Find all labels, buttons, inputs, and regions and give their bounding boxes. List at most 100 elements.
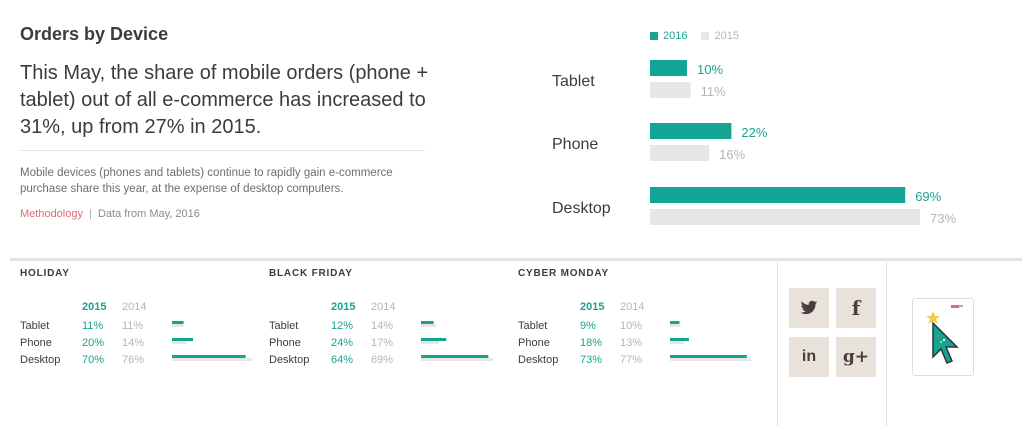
panel-title: CYBER MONDAY bbox=[518, 268, 609, 279]
data-label-2016: 22% bbox=[741, 125, 767, 140]
value-2014: 17% bbox=[371, 337, 393, 349]
bar-2016 bbox=[650, 60, 687, 76]
legend-label-2016: 2016 bbox=[663, 30, 688, 42]
mini-chart-holiday: 2015 2014 Tablet 11% 11% Phone 20% 14% Desktop 70… bbox=[20, 301, 252, 366]
facebook-button[interactable]: f bbox=[836, 288, 876, 328]
panel-holiday: HOLIDAY 2015 2014 Tablet 11% 11% Phone 20% 14% D… bbox=[20, 268, 260, 388]
legend-swatch-2015 bbox=[701, 32, 710, 40]
methodology-link[interactable]: Methodology bbox=[20, 208, 83, 220]
value-2015: 24% bbox=[331, 337, 353, 349]
value-2014: 11% bbox=[122, 320, 143, 332]
bar-2015 bbox=[421, 355, 489, 358]
legend-label-2015: 2015 bbox=[714, 30, 739, 42]
bar-2015 bbox=[650, 145, 710, 161]
value-2014: 69% bbox=[371, 354, 393, 366]
legend-item-2015: 2015 bbox=[701, 30, 739, 42]
category-label: Phone bbox=[518, 337, 550, 349]
bar-2014 bbox=[172, 324, 184, 327]
value-2014: 14% bbox=[371, 320, 393, 332]
bar-2015 bbox=[670, 338, 689, 341]
description: Mobile devices (phones and tablets) cont… bbox=[20, 167, 393, 195]
value-2014: 13% bbox=[620, 337, 642, 349]
legend-swatch-2016 bbox=[650, 32, 658, 40]
column-header-2015: 2015 bbox=[82, 301, 106, 313]
mini-chart-black-friday: 2015 2014 Tablet 12% 14% Phone 24% 17% Desktop 64… bbox=[269, 301, 494, 366]
value-2014: 10% bbox=[620, 320, 642, 332]
value-2015: 20% bbox=[82, 337, 104, 349]
category-label: Tablet bbox=[518, 320, 547, 332]
bar-2015 bbox=[172, 338, 194, 341]
google-plus-icon: g+ bbox=[842, 347, 870, 367]
value-2015: 73% bbox=[580, 354, 602, 366]
legend: 2016 2015 bbox=[650, 30, 739, 42]
bar-2015 bbox=[670, 355, 747, 358]
panel-title: BLACK FRIDAY bbox=[269, 268, 353, 279]
twitter-icon bbox=[800, 300, 818, 315]
panel-title: HOLIDAY bbox=[20, 268, 70, 279]
data-label-2015: 16% bbox=[719, 147, 745, 162]
bar-2014 bbox=[670, 324, 681, 327]
bar-2014 bbox=[670, 341, 684, 344]
bar-2016 bbox=[650, 123, 732, 139]
google-plus-button[interactable]: g+ bbox=[836, 337, 876, 377]
bar-2015 bbox=[650, 82, 691, 98]
vertical-divider bbox=[886, 262, 887, 426]
data-label-2016: 69% bbox=[915, 189, 941, 204]
value-2015: 70% bbox=[82, 354, 104, 366]
main-bar-chart: Tablet 10% 11% Phone 22% 16% Desktop 69% 73% bbox=[552, 60, 956, 226]
chart-title: Orders by Device bbox=[20, 24, 169, 44]
bar-2014 bbox=[670, 358, 752, 361]
category-label: Phone bbox=[20, 337, 52, 349]
value-2015: 18% bbox=[580, 337, 602, 349]
source-note: Data from May, 2016 bbox=[97, 208, 200, 220]
bar-2015 bbox=[421, 338, 447, 341]
linkedin-icon: in bbox=[801, 348, 817, 365]
column-header-2015: 2015 bbox=[331, 301, 355, 313]
bar-2014 bbox=[172, 341, 187, 344]
panel-cyber-monday: CYBER MONDAY 2015 2014 Tablet 9% 10% Phone 18%… bbox=[518, 268, 758, 388]
value-2014: 76% bbox=[122, 354, 144, 366]
linkedin-button[interactable]: in bbox=[789, 337, 829, 377]
column-header-2015: 2015 bbox=[580, 301, 604, 313]
category-label: Desktop bbox=[269, 354, 309, 366]
column-header-2014: 2014 bbox=[122, 301, 146, 313]
facebook-icon: f bbox=[851, 296, 861, 320]
category-label: Desktop bbox=[20, 354, 60, 366]
section-divider bbox=[10, 258, 1022, 261]
divider bbox=[20, 150, 425, 151]
twitter-button[interactable] bbox=[789, 288, 829, 328]
headline: This May, the share of mobile orders (ph… bbox=[20, 62, 429, 138]
category-label: Desktop bbox=[518, 354, 558, 366]
value-2015: 9% bbox=[580, 320, 596, 332]
bar-2014 bbox=[172, 358, 252, 361]
value-2015: 12% bbox=[331, 320, 353, 332]
category-label: Tablet bbox=[269, 320, 298, 332]
category-label: Tablet bbox=[20, 320, 49, 332]
bar-2015 bbox=[650, 209, 920, 225]
panel-black-friday: BLACK FRIDAY 2015 2014 Tablet 12% 14% Phone 24… bbox=[269, 268, 509, 388]
category-label: Phone bbox=[552, 136, 598, 153]
value-2014: 14% bbox=[122, 337, 144, 349]
meta-line: Methodology | Data from May, 2016 bbox=[20, 208, 200, 220]
value-2014: 77% bbox=[620, 354, 642, 366]
category-label: Desktop bbox=[552, 200, 611, 217]
separator: | bbox=[89, 208, 92, 220]
bar-2014 bbox=[421, 358, 494, 361]
value-2015: 11% bbox=[82, 320, 103, 332]
promo-thumbnail[interactable] bbox=[912, 298, 974, 376]
data-label-2015: 11% bbox=[701, 84, 726, 99]
data-label-2015: 73% bbox=[930, 211, 956, 226]
category-label: Phone bbox=[269, 337, 301, 349]
bar-2015 bbox=[670, 321, 680, 324]
bar-2014 bbox=[421, 324, 436, 327]
category-label: Tablet bbox=[552, 73, 595, 90]
vertical-divider bbox=[777, 262, 778, 426]
column-header-2014: 2014 bbox=[620, 301, 644, 313]
mini-chart-cyber-monday: 2015 2014 Tablet 9% 10% Phone 18% 13% Desktop 73%… bbox=[518, 301, 752, 366]
bar-2015 bbox=[172, 355, 246, 358]
bar-2016 bbox=[650, 187, 906, 203]
bar-2015 bbox=[172, 321, 184, 324]
cursor-tree-icon bbox=[926, 305, 963, 364]
value-2015: 64% bbox=[331, 354, 353, 366]
bar-2015 bbox=[421, 321, 434, 324]
